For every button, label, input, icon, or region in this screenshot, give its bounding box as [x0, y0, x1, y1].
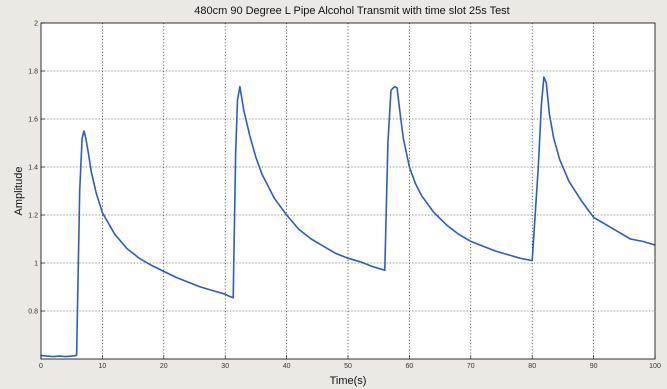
- y-tick-label: 1.6: [28, 117, 38, 124]
- plot-area: [41, 23, 655, 359]
- x-tick-label: 40: [283, 363, 291, 370]
- y-axis-label: Amplitude: [13, 167, 25, 216]
- plot-frame: [40, 22, 656, 360]
- y-tick-label: 2: [34, 21, 38, 28]
- x-tick-label: 70: [467, 363, 475, 370]
- y-tick-label: 0.8: [28, 309, 38, 316]
- x-tick-label: 30: [221, 363, 229, 370]
- x-tick-label: 50: [344, 363, 352, 370]
- x-tick-label: 60: [406, 363, 414, 370]
- x-tick-label: 10: [99, 363, 107, 370]
- x-tick-label: 100: [649, 363, 661, 370]
- y-tick-label: 1: [34, 261, 38, 268]
- y-tick-label: 1.2: [28, 213, 38, 220]
- series-line: [40, 76, 656, 358]
- y-tick-label: 1.8: [28, 69, 38, 76]
- x-tick-label: 80: [528, 363, 536, 370]
- x-axis-label: Time(s): [330, 375, 367, 387]
- x-tick-label: 0: [39, 363, 43, 370]
- y-tick-label: 1.4: [28, 165, 38, 172]
- axis-ticks: 0 10 20 30 40 50 60 70 80 90 100 0.8 1 1.2 1.4 1.6 1.8 2: [28, 21, 661, 371]
- series-layer: [40, 76, 656, 358]
- x-tick-label: 20: [160, 363, 168, 370]
- x-tick-label: 90: [590, 363, 598, 370]
- chart-title: 480cm 90 Degree L Pipe Alcohol Transmit …: [194, 5, 510, 17]
